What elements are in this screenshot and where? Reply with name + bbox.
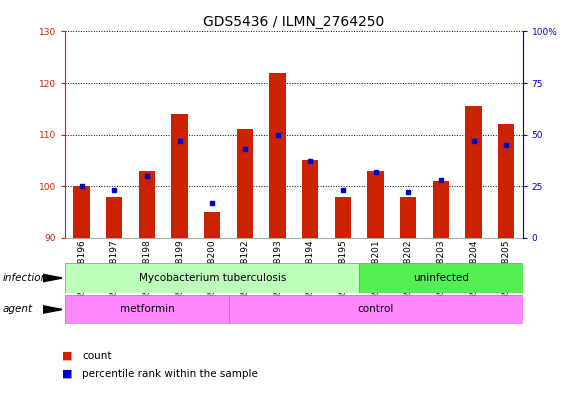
Text: agent: agent xyxy=(3,305,33,314)
Bar xyxy=(269,73,286,238)
Bar xyxy=(465,106,482,238)
Bar xyxy=(65,295,228,324)
Bar xyxy=(172,114,188,238)
Text: control: control xyxy=(357,305,394,314)
Text: percentile rank within the sample: percentile rank within the sample xyxy=(82,369,258,379)
Bar xyxy=(335,196,351,238)
Bar xyxy=(106,196,123,238)
Bar xyxy=(498,124,515,238)
Text: uninfected: uninfected xyxy=(413,273,469,283)
Bar xyxy=(229,295,523,324)
Polygon shape xyxy=(43,274,62,282)
Text: Mycobacterium tuberculosis: Mycobacterium tuberculosis xyxy=(139,273,286,283)
Bar xyxy=(73,186,90,238)
Text: count: count xyxy=(82,351,112,361)
Bar xyxy=(367,171,384,238)
Text: metformin: metformin xyxy=(120,305,174,314)
Title: GDS5436 / ILMN_2764250: GDS5436 / ILMN_2764250 xyxy=(203,15,385,29)
Bar xyxy=(139,171,155,238)
Bar xyxy=(433,181,449,238)
Bar xyxy=(65,263,360,293)
Polygon shape xyxy=(43,306,62,313)
Bar xyxy=(237,129,253,238)
Bar xyxy=(204,212,220,238)
Bar xyxy=(302,160,319,238)
Bar xyxy=(400,196,416,238)
Text: ■: ■ xyxy=(62,369,73,379)
Text: ■: ■ xyxy=(62,351,73,361)
Text: infection: infection xyxy=(3,273,48,283)
Bar xyxy=(359,263,523,293)
